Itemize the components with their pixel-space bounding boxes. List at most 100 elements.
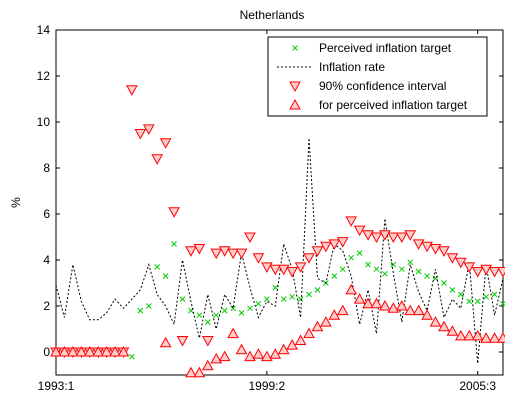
y-tick-label: 0 bbox=[43, 345, 50, 359]
target-point bbox=[247, 305, 253, 312]
lower-interval-point bbox=[201, 359, 214, 371]
lower-interval-point bbox=[404, 304, 417, 316]
lower-interval-point bbox=[497, 332, 505, 343]
upper-interval-point bbox=[286, 267, 299, 278]
y-tick-label: 10 bbox=[37, 115, 51, 129]
lower-interval-point bbox=[210, 352, 223, 364]
upper-interval-point bbox=[328, 239, 341, 250]
upper-interval-point bbox=[159, 138, 172, 149]
upper-interval-point bbox=[379, 230, 391, 241]
target-point bbox=[213, 312, 220, 319]
target-point bbox=[196, 312, 203, 319]
y-axis-label: % bbox=[9, 197, 23, 208]
target-point bbox=[424, 273, 430, 279]
upper-interval-point bbox=[134, 129, 147, 140]
lower-interval-point bbox=[227, 327, 239, 339]
lower-interval-point bbox=[429, 316, 442, 327]
target-point bbox=[238, 310, 245, 316]
target-point bbox=[415, 268, 422, 275]
lower-interval-point bbox=[159, 336, 172, 348]
upper-interval-point bbox=[260, 262, 273, 273]
target-point bbox=[272, 284, 279, 291]
target-point bbox=[306, 291, 312, 298]
upper-interval-point bbox=[193, 244, 206, 255]
lower-interval-point bbox=[58, 345, 71, 357]
upper-interval-point bbox=[404, 230, 417, 241]
x-tick-label: 1999:2 bbox=[248, 379, 285, 393]
lower-interval-point bbox=[471, 329, 484, 341]
lower-interval-point bbox=[109, 345, 121, 357]
lower-interval-point bbox=[50, 345, 62, 357]
upper-interval-point bbox=[454, 257, 467, 269]
upper-interval-point bbox=[235, 248, 248, 260]
y-tick-label: 4 bbox=[43, 253, 50, 267]
target-point bbox=[373, 266, 380, 273]
legend-swatch-triangle-down bbox=[289, 81, 301, 93]
y-tick-label: 14 bbox=[37, 23, 51, 37]
upper-interval-point bbox=[421, 241, 433, 253]
legend: Perceived inflation target Inflation rate… bbox=[267, 36, 488, 117]
lower-interval-point bbox=[92, 345, 105, 357]
target-point bbox=[457, 291, 464, 298]
upper-interval-point bbox=[303, 253, 315, 264]
lower-interval-point bbox=[252, 348, 265, 359]
lower-interval-point bbox=[387, 302, 400, 313]
upper-interval-point bbox=[227, 248, 239, 260]
upper-interval-point bbox=[488, 267, 501, 278]
upper-interval-point bbox=[320, 241, 332, 253]
lower-interval-point bbox=[67, 345, 79, 357]
lower-interval-point bbox=[412, 304, 425, 316]
legend-box bbox=[267, 36, 488, 117]
lower-interval-point bbox=[328, 309, 341, 320]
target-point bbox=[483, 293, 489, 300]
lower-interval-point bbox=[362, 297, 374, 309]
upper-interval-point bbox=[429, 244, 442, 255]
target-point bbox=[339, 266, 346, 273]
target-point bbox=[491, 291, 498, 298]
upper-interval-point bbox=[336, 237, 349, 248]
y-tick-label: 6 bbox=[43, 207, 50, 221]
upper-interval-point bbox=[387, 232, 400, 244]
target-point bbox=[466, 298, 473, 305]
upper-interval-point bbox=[370, 232, 383, 244]
upper-interval-point bbox=[446, 253, 459, 264]
upper-interval-point bbox=[353, 225, 366, 237]
series-1 bbox=[55, 138, 504, 364]
target-point bbox=[382, 270, 388, 277]
target-point bbox=[129, 353, 135, 360]
lower-interval-point bbox=[446, 325, 459, 336]
target-point bbox=[221, 307, 228, 314]
lower-interval-point bbox=[320, 316, 332, 327]
target-point bbox=[280, 296, 287, 302]
target-point bbox=[289, 293, 296, 300]
upper-interval-point bbox=[151, 154, 164, 165]
target-point bbox=[230, 305, 236, 312]
upper-interval-point bbox=[463, 262, 476, 273]
legend-label: Perceived inflation target bbox=[319, 41, 452, 55]
lower-interval-point bbox=[218, 350, 231, 362]
lower-interval-point bbox=[294, 334, 307, 345]
target-point bbox=[356, 250, 363, 256]
target-point bbox=[398, 266, 405, 273]
legend-label: Inflation rate bbox=[319, 60, 385, 74]
lower-interval-point bbox=[260, 350, 273, 362]
legend-entry: 90% confidence interval bbox=[289, 79, 446, 93]
lower-interval-point bbox=[286, 339, 299, 350]
target-point bbox=[154, 264, 161, 270]
y-tick-label: 12 bbox=[37, 69, 51, 83]
target-point bbox=[204, 319, 211, 325]
lower-interval-point bbox=[75, 345, 88, 357]
upper-interval-point bbox=[269, 264, 282, 276]
x-axis-ticks: 1993:1 1999:2 2005:3 bbox=[38, 30, 496, 393]
target-point bbox=[179, 296, 186, 302]
lower-interval-point bbox=[244, 350, 256, 362]
lower-interval-point bbox=[353, 293, 366, 304]
upper-interval-point bbox=[201, 336, 214, 347]
legend-label: 90% confidence interval bbox=[319, 79, 446, 93]
legend-swatch-triangle-up bbox=[289, 98, 301, 110]
lower-interval-point bbox=[235, 343, 248, 355]
series-3 bbox=[50, 283, 505, 378]
upper-interval-point bbox=[412, 239, 425, 250]
target-point bbox=[162, 273, 169, 279]
lower-interval-point bbox=[379, 299, 391, 311]
